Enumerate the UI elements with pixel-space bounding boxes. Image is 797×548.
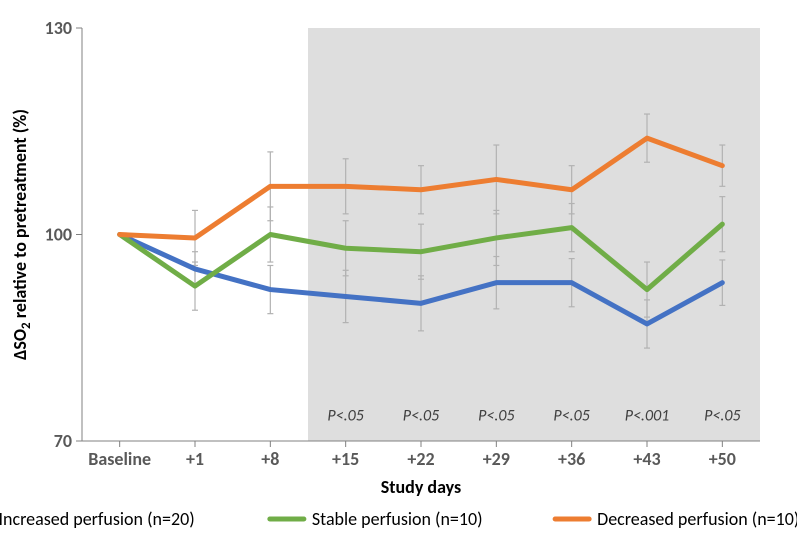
- legend-label: Decreased perfusion (n=10): [597, 508, 797, 530]
- p-value-label: P<.05: [704, 406, 741, 425]
- x-tick-label: +50: [709, 448, 736, 470]
- p-value-label: P<.05: [478, 406, 515, 425]
- legend-label: Stable perfusion (n=10): [312, 508, 483, 530]
- x-tick-label: +36: [558, 448, 585, 470]
- x-tick-label: Baseline: [88, 448, 151, 470]
- legend-label: Increased perfusion (n=20): [0, 508, 195, 530]
- chart-container: 70 100 130 Baseline +1 +8 +15 +22 +29 +36 +43 +50 P<…: [0, 0, 797, 548]
- p-value-label: P<.05: [403, 406, 440, 425]
- x-tick-label: +1: [186, 448, 204, 470]
- y-axis-title: ΔSO2 relative to pretreatment (%): [9, 109, 34, 360]
- x-tick-label: +29: [483, 448, 510, 470]
- x-tick-label: +43: [633, 448, 660, 470]
- line-chart-svg: 70 100 130 Baseline +1 +8 +15 +22 +29 +36 +43 +50 P<…: [0, 0, 797, 548]
- y-tick-label: 70: [54, 430, 72, 452]
- x-tick-label: +15: [332, 448, 359, 470]
- x-tick-label: +22: [407, 448, 434, 470]
- x-tick-label: +8: [261, 448, 279, 470]
- y-tick-label: 100: [45, 224, 72, 246]
- p-value-label: P<.05: [553, 406, 590, 425]
- x-axis-title: Study days: [381, 476, 461, 498]
- p-value-label: P<.001: [625, 406, 670, 425]
- y-tick-label: 130: [45, 17, 72, 39]
- p-value-label: P<.05: [327, 406, 364, 425]
